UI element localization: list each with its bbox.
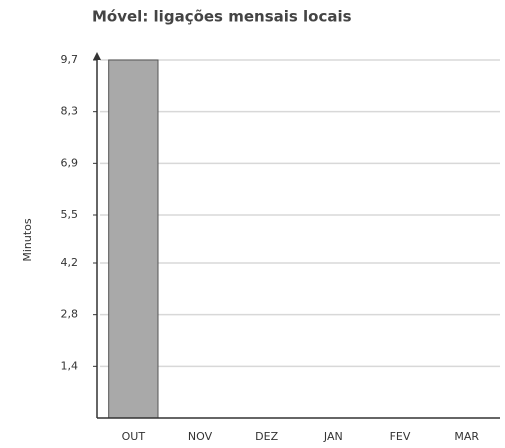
y-axis-arrow [93,52,101,60]
y-tick-label: 6,9 [61,156,79,169]
x-tick-label: MAR [454,430,479,443]
y-tick-label: 4,2 [61,256,79,269]
x-tick-label: FEV [390,430,411,443]
y-tick-label: 5,5 [61,208,79,221]
x-tick-label: JAN [323,430,343,443]
y-tick-label: 8,3 [61,105,79,118]
x-tick-label: NOV [188,430,213,443]
x-tick-label: DEZ [255,430,278,443]
y-tick-label: 2,8 [61,308,79,321]
y-tick-label: 9,7 [61,53,79,66]
y-axis-label: Minutos [21,218,34,262]
bar [108,59,159,419]
x-tick-label: OUT [122,430,146,443]
chart-title: Móvel: ligações mensais locais [92,8,352,26]
y-tick-label: 1,4 [61,359,79,372]
